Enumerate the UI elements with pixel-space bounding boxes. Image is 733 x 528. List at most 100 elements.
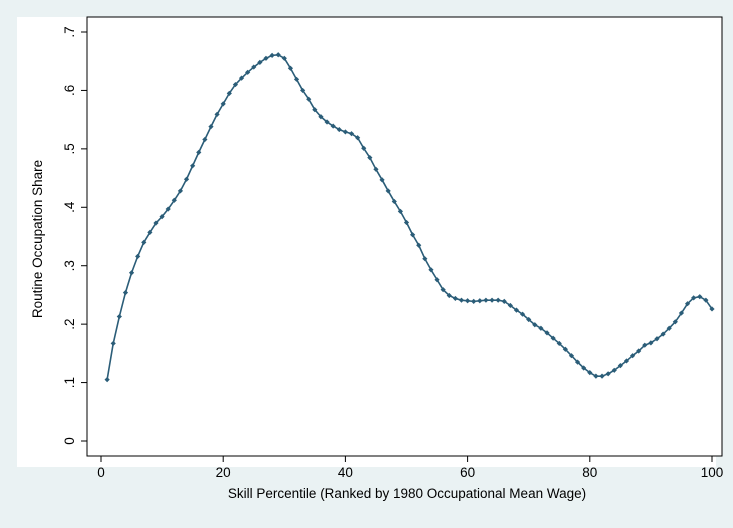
y-tick-label: 0 bbox=[62, 437, 77, 445]
data-point-marker bbox=[709, 306, 715, 312]
data-point-marker bbox=[122, 289, 129, 296]
data-point-marker bbox=[251, 64, 257, 70]
x-tick-label: 60 bbox=[460, 465, 475, 480]
data-point-marker bbox=[208, 124, 214, 130]
data-point-marker bbox=[629, 353, 636, 359]
data-point-marker bbox=[367, 155, 373, 161]
data-point-marker bbox=[410, 232, 416, 238]
data-point-marker bbox=[183, 176, 190, 182]
data-point-marker bbox=[293, 76, 300, 82]
data-point-marker bbox=[691, 295, 697, 301]
data-point-marker bbox=[336, 126, 342, 133]
data-point-marker bbox=[703, 297, 709, 303]
data-point-marker bbox=[642, 342, 648, 348]
y-tick-label: .6 bbox=[62, 85, 77, 96]
y-axis-title: Routine Occupation Share bbox=[30, 160, 45, 318]
data-point-marker bbox=[128, 270, 135, 276]
data-point-marker bbox=[471, 298, 477, 304]
y-tick-label: .1 bbox=[62, 377, 77, 388]
data-point-marker bbox=[171, 197, 177, 203]
data-point-marker bbox=[324, 119, 330, 125]
data-point-marker bbox=[330, 123, 336, 129]
data-point-marker bbox=[379, 177, 385, 183]
x-axis-title: Skill Percentile (Ranked by 1980 Occupat… bbox=[228, 486, 586, 501]
data-point-marker bbox=[135, 253, 141, 259]
x-tick-label: 40 bbox=[338, 465, 353, 480]
data-point-marker bbox=[434, 277, 440, 283]
data-point-marker bbox=[238, 75, 245, 81]
data-point-marker bbox=[397, 208, 403, 214]
x-tick-label: 20 bbox=[216, 465, 231, 480]
axes: 0 20 40 60 80 100 0 .1 .2 .3 .4 .5 .6 .7 bbox=[62, 16, 724, 480]
data-point-marker bbox=[581, 365, 587, 371]
data-point-marker bbox=[465, 298, 471, 304]
data-point-marker bbox=[452, 295, 458, 302]
data-point-marker bbox=[355, 135, 361, 141]
data-point-marker bbox=[190, 163, 196, 169]
data-point-marker bbox=[318, 114, 324, 120]
data-point-marker bbox=[391, 198, 397, 205]
data-point-marker bbox=[440, 287, 446, 293]
y-tick-label: .5 bbox=[62, 143, 77, 154]
data-point-marker bbox=[477, 298, 483, 304]
data-point-marker bbox=[519, 311, 526, 317]
markers-layer bbox=[104, 52, 715, 383]
data-point-marker bbox=[232, 81, 239, 88]
data-point-marker bbox=[226, 90, 232, 96]
data-point-marker bbox=[263, 55, 269, 61]
y-tick-label: .4 bbox=[62, 201, 77, 213]
data-point-marker bbox=[422, 256, 428, 262]
data-point-marker bbox=[116, 313, 122, 320]
data-point-marker bbox=[660, 331, 666, 337]
y-tick-label: .7 bbox=[62, 26, 77, 37]
data-point-marker bbox=[495, 297, 501, 303]
x-tick-label: 80 bbox=[582, 465, 597, 480]
data-point-marker bbox=[416, 242, 422, 248]
data-point-marker bbox=[141, 239, 147, 245]
data-point-marker bbox=[538, 325, 544, 331]
data-point-marker bbox=[312, 107, 318, 113]
data-point-marker bbox=[617, 363, 623, 369]
x-tick-label: 100 bbox=[701, 465, 724, 480]
data-point-marker bbox=[611, 367, 617, 373]
data-point-marker bbox=[428, 267, 434, 273]
data-point-marker bbox=[287, 65, 294, 71]
data-point-marker bbox=[110, 340, 116, 347]
y-tick-label: .2 bbox=[62, 319, 77, 330]
data-point-marker bbox=[678, 310, 685, 316]
series-layer bbox=[106, 53, 713, 380]
data-point-marker bbox=[489, 297, 495, 303]
data-point-marker bbox=[697, 294, 703, 300]
data-point-marker bbox=[147, 229, 153, 236]
data-point-marker bbox=[648, 340, 654, 346]
data-point-marker bbox=[165, 206, 171, 212]
data-point-marker bbox=[684, 301, 691, 307]
data-point-marker bbox=[446, 292, 452, 299]
data-point-marker bbox=[483, 297, 489, 303]
data-point-marker bbox=[568, 353, 575, 359]
data-point-marker bbox=[507, 302, 513, 309]
plot-area-frame bbox=[86, 16, 723, 457]
data-point-marker bbox=[672, 319, 678, 325]
data-point-marker bbox=[281, 55, 287, 61]
data-point-marker bbox=[245, 69, 251, 75]
data-point-marker bbox=[220, 101, 226, 107]
data-point-marker bbox=[403, 219, 410, 226]
data-point-marker bbox=[550, 335, 556, 341]
data-point-marker bbox=[574, 359, 581, 365]
data-point-marker bbox=[257, 59, 263, 65]
data-point-marker bbox=[300, 87, 306, 94]
data-point-marker bbox=[385, 188, 391, 194]
data-point-marker bbox=[605, 371, 611, 377]
data-point-marker bbox=[556, 340, 562, 347]
data-point-marker bbox=[306, 96, 312, 102]
series-line bbox=[106, 53, 713, 380]
data-point-marker bbox=[275, 52, 281, 58]
data-point-marker bbox=[623, 358, 630, 364]
data-point-marker bbox=[587, 370, 593, 376]
data-point-marker bbox=[501, 298, 507, 304]
x-tick-label: 0 bbox=[97, 465, 105, 480]
data-point-marker bbox=[196, 149, 202, 155]
